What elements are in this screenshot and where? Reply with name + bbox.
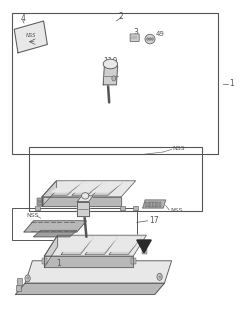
- Polygon shape: [92, 182, 122, 195]
- Text: 1: 1: [229, 79, 234, 88]
- Bar: [16, 285, 21, 291]
- Text: 110: 110: [103, 57, 118, 66]
- Polygon shape: [143, 200, 166, 208]
- Text: NSS: NSS: [57, 228, 70, 234]
- Bar: [120, 206, 125, 210]
- Text: 49: 49: [156, 31, 164, 37]
- Bar: [12, 208, 137, 240]
- Text: 3: 3: [134, 28, 138, 36]
- Polygon shape: [52, 182, 82, 195]
- Bar: [156, 202, 158, 207]
- Polygon shape: [103, 66, 118, 85]
- Polygon shape: [44, 235, 58, 267]
- Bar: [131, 258, 136, 264]
- Bar: [42, 258, 47, 264]
- Text: NSS: NSS: [26, 213, 39, 218]
- Bar: [12, 13, 218, 154]
- Text: 1: 1: [56, 260, 61, 268]
- Circle shape: [25, 275, 30, 282]
- Bar: [145, 202, 147, 207]
- Polygon shape: [137, 240, 151, 253]
- Polygon shape: [109, 237, 142, 254]
- Ellipse shape: [82, 193, 89, 199]
- Text: NSS: NSS: [170, 208, 183, 213]
- Polygon shape: [77, 196, 93, 202]
- Polygon shape: [52, 182, 82, 192]
- Circle shape: [151, 38, 153, 40]
- Polygon shape: [72, 182, 102, 192]
- Bar: [133, 206, 138, 210]
- Polygon shape: [92, 182, 122, 192]
- Text: 2: 2: [119, 12, 124, 20]
- Polygon shape: [42, 181, 56, 206]
- Text: 17: 17: [149, 216, 158, 225]
- Polygon shape: [25, 261, 172, 283]
- Text: NSS: NSS: [173, 146, 185, 151]
- Polygon shape: [42, 181, 136, 197]
- Polygon shape: [14, 21, 47, 53]
- Polygon shape: [85, 237, 118, 254]
- Polygon shape: [61, 237, 94, 254]
- Bar: [153, 202, 156, 207]
- Bar: [29, 147, 202, 211]
- Bar: [142, 249, 147, 254]
- Polygon shape: [44, 256, 133, 267]
- Circle shape: [112, 76, 116, 81]
- Bar: [35, 206, 40, 210]
- Polygon shape: [109, 237, 142, 251]
- Polygon shape: [85, 237, 118, 251]
- Polygon shape: [44, 235, 146, 256]
- Circle shape: [149, 38, 151, 40]
- Bar: [150, 202, 153, 207]
- Polygon shape: [42, 197, 121, 206]
- Bar: [159, 202, 161, 207]
- Circle shape: [157, 273, 162, 280]
- Ellipse shape: [145, 34, 155, 44]
- Text: 4: 4: [20, 14, 25, 23]
- Polygon shape: [16, 283, 164, 294]
- Polygon shape: [37, 198, 43, 201]
- Polygon shape: [72, 182, 102, 195]
- Text: NSS: NSS: [25, 33, 36, 38]
- Circle shape: [147, 38, 149, 40]
- Polygon shape: [24, 221, 86, 232]
- Bar: [17, 278, 22, 285]
- Polygon shape: [37, 202, 43, 205]
- Bar: [148, 202, 150, 207]
- FancyBboxPatch shape: [130, 34, 139, 42]
- Polygon shape: [34, 230, 77, 237]
- Polygon shape: [61, 237, 94, 251]
- Polygon shape: [77, 202, 89, 216]
- Ellipse shape: [103, 59, 118, 69]
